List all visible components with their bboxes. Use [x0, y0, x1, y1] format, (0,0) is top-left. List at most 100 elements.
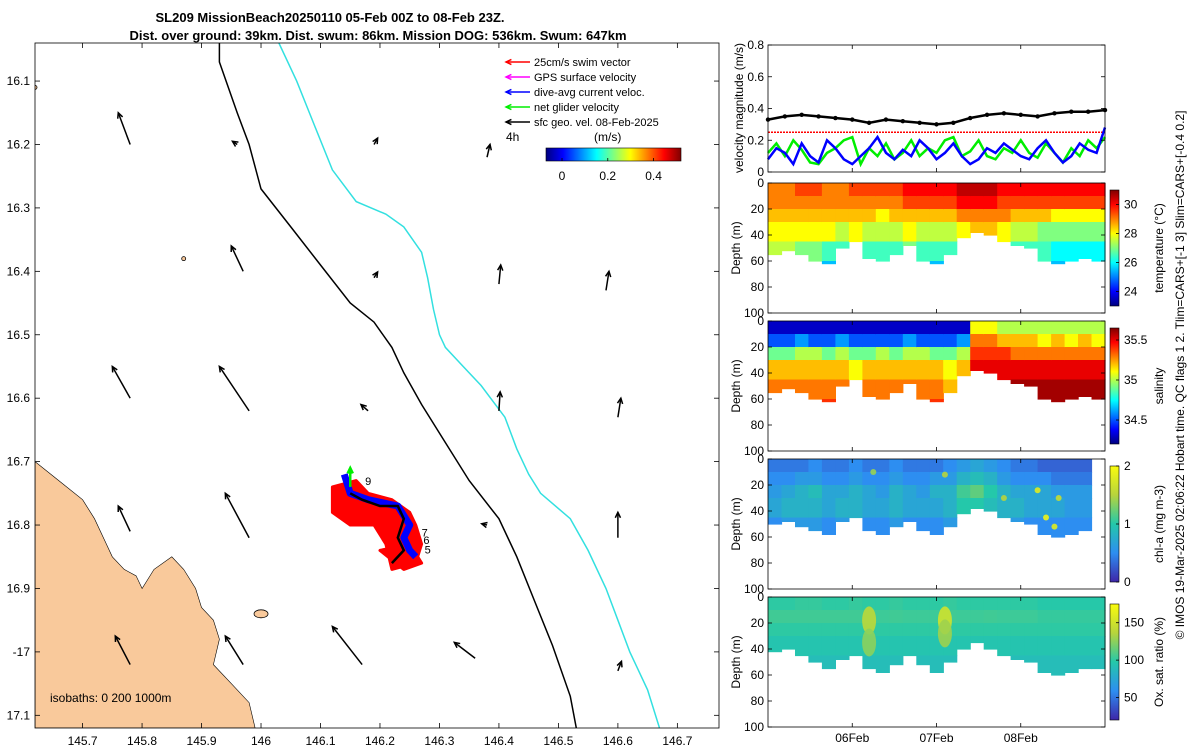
temperature-colorbar-label: temperature (°C) — [1152, 203, 1166, 293]
oxygen-cell — [875, 597, 890, 611]
chla-cell — [889, 472, 904, 486]
temperature-cell — [997, 209, 1012, 223]
salinity-cell — [862, 321, 877, 335]
oxygen-cell — [970, 636, 985, 644]
chla-cell — [848, 472, 863, 486]
chla-cell — [835, 459, 850, 473]
chla-cell — [916, 485, 931, 499]
temperature-cell — [983, 209, 998, 223]
chla-cell — [875, 517, 890, 535]
chla-cell — [1078, 485, 1093, 499]
salinity-cell — [916, 347, 931, 361]
chla-cell — [943, 459, 958, 473]
velocity-point-sfc — [833, 115, 838, 121]
map-y-tick-label: 16.4 — [7, 264, 31, 278]
chla-cell — [1037, 472, 1052, 486]
salinity-cell — [875, 360, 890, 381]
salinity-cell — [1078, 321, 1093, 335]
salinity-cell — [956, 321, 971, 335]
chla-cell — [1078, 472, 1093, 486]
temperature-cell — [1037, 196, 1052, 210]
chla-cell — [862, 517, 877, 532]
map-x-tick-label: 145.7 — [68, 734, 98, 748]
oxygen-cell — [875, 610, 890, 624]
temperature-cell — [997, 183, 1012, 197]
temperature-colorbar-tick-label: 24 — [1124, 285, 1138, 299]
colorbar-tick-label: 0.2 — [599, 169, 616, 183]
salinity-cell — [902, 360, 917, 381]
salinity-cell — [848, 321, 863, 335]
temperature-cell — [875, 222, 890, 243]
oxygen-colorbar-tick-label: 150 — [1124, 616, 1144, 630]
temperature-cell — [1051, 261, 1066, 265]
salinity-cell — [929, 321, 944, 335]
salinity-cell — [768, 347, 783, 361]
oxygen-cell — [1037, 655, 1052, 673]
legend-label: GPS surface velocity — [534, 72, 637, 84]
salinity-cell — [1010, 379, 1025, 384]
chla-cell — [943, 485, 958, 499]
chla-cell — [943, 517, 958, 528]
chla-cell — [970, 498, 985, 509]
oxygen-colorbar-label: Ox. sat. ratio (%) — [1152, 617, 1166, 707]
island — [253, 609, 269, 619]
chla-cell — [1078, 459, 1093, 473]
salinity-cell — [983, 360, 998, 374]
map-y-tick-label: 16.7 — [7, 455, 31, 469]
salinity-cell — [983, 347, 998, 361]
salinity-cell — [821, 334, 836, 348]
chla-y-tick-label: 80 — [751, 556, 765, 570]
legend-label: 25cm/s swim vector — [534, 57, 631, 69]
map-frame — [34, 42, 720, 729]
oxygen-cell — [916, 610, 931, 624]
chla-cell — [1078, 517, 1093, 532]
oxygen-cell — [821, 610, 836, 624]
geo-velocity-arrow — [485, 142, 493, 158]
salinity-cell — [1037, 347, 1052, 361]
salinity-cell — [1024, 321, 1039, 335]
temperature-cell — [781, 241, 796, 252]
chla-cell — [1051, 459, 1066, 473]
salinity-colorbar — [1109, 327, 1120, 445]
salinity-cell — [821, 347, 836, 361]
temperature-cell — [983, 183, 998, 197]
time-tick-label: 08Feb — [1004, 731, 1038, 745]
oxygen-cell — [1037, 623, 1052, 637]
island — [181, 256, 187, 262]
salinity-cell — [902, 334, 917, 348]
chla-cell — [848, 459, 863, 473]
velocity-y-tick-label: 0.4 — [747, 102, 764, 116]
chla-cell — [1037, 498, 1052, 519]
temperature-y-tick-label: 0 — [757, 176, 764, 190]
temperature-cell — [862, 222, 877, 243]
oxygen-cell — [1078, 623, 1093, 637]
salinity-cell — [835, 347, 850, 361]
salinity-cell — [835, 379, 850, 387]
oxygen-colorbar-tick-label: 50 — [1124, 691, 1138, 705]
salinity-cell — [1037, 334, 1052, 348]
map-y-tick-label: 16.5 — [7, 328, 31, 342]
chla-cell — [848, 485, 863, 499]
temperature-panel: 0 20 40 60 80 100 Depth (m) 24 26 28 30 temperature… — [729, 176, 1166, 320]
salinity-cell — [916, 360, 931, 381]
chla-cell — [1037, 459, 1052, 473]
salinity-cell — [1010, 347, 1025, 361]
chla-cell — [808, 498, 823, 519]
oxygen-cell — [795, 636, 810, 657]
map-y-tick-label: 16.1 — [7, 74, 31, 88]
salinity-cell — [1024, 360, 1039, 381]
temperature-cell — [848, 196, 863, 210]
map-y-tick-label: 17.1 — [7, 708, 31, 722]
geo-velocity-arrow — [231, 140, 239, 147]
chla-cell — [902, 517, 917, 522]
temperature-cell — [1010, 183, 1025, 197]
oxygen-cell — [983, 623, 998, 637]
velocity-line-dive — [767, 127, 1107, 167]
chla-cell — [835, 472, 850, 486]
temperature-cell — [970, 196, 985, 210]
temperature-cell — [781, 209, 796, 223]
velocity-point-sfc — [799, 112, 804, 118]
geo-velocity-arrow — [230, 244, 244, 272]
legend-entry: 25cm/s swim vector — [504, 57, 631, 69]
temperature-cell — [835, 196, 850, 210]
